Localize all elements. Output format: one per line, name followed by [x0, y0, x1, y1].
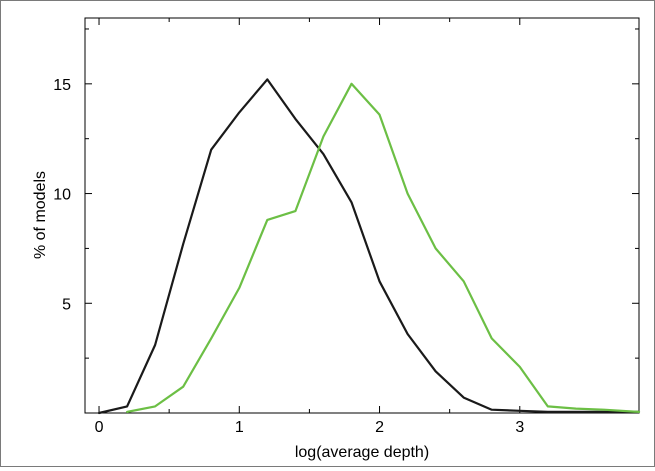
- x-axis-label: log(average depth): [295, 444, 429, 461]
- x-tick-label: 2: [375, 419, 384, 436]
- series-layer: [99, 79, 639, 413]
- x-tick-label: 3: [515, 419, 524, 436]
- y-tick-label: 15: [53, 77, 71, 94]
- y-tick-label: 10: [53, 187, 71, 204]
- y-axis-label: % of models: [32, 171, 49, 259]
- series-line-2: [127, 84, 639, 412]
- plot-area: [85, 18, 639, 413]
- x-tick-label: 1: [235, 419, 244, 436]
- y-tick-label: 5: [62, 296, 71, 313]
- x-tick-label: 0: [95, 419, 104, 436]
- series-line-1: [99, 79, 639, 413]
